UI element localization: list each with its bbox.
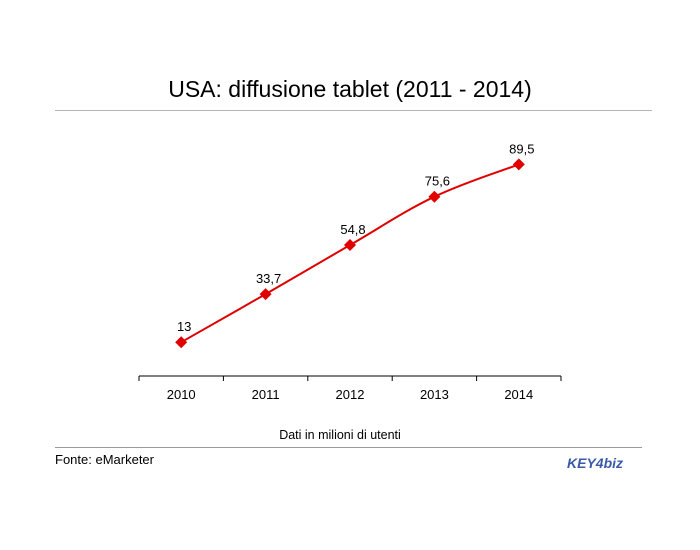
x-tick-label: 2010 xyxy=(167,387,196,402)
footer-divider xyxy=(55,447,642,448)
x-tick-label: 2011 xyxy=(252,387,280,402)
data-point-marker xyxy=(428,190,441,203)
data-point-marker xyxy=(344,239,356,252)
data-point-marker xyxy=(175,336,188,349)
data-point-marker xyxy=(512,158,525,171)
x-axis-label: Dati in milioni di utenti xyxy=(279,428,401,442)
logo-text: KEY4biz xyxy=(567,455,623,471)
source-note: Fonte: eMarketer xyxy=(55,452,154,467)
data-label: 54,8 xyxy=(340,222,365,237)
data-label: 89,5 xyxy=(509,141,534,156)
data-label: 33,7 xyxy=(256,271,281,286)
x-tick-label: 2012 xyxy=(336,387,365,402)
line-chart: 2010 2011 2012 2013 2014 13 33,7 54,8 75,6 89,5 xyxy=(138,141,562,402)
data-label: 75,6 xyxy=(425,174,450,189)
chart-title: USA: diffusione tablet (2011 - 2014) xyxy=(168,76,532,102)
data-label: 13 xyxy=(177,319,191,334)
title-divider xyxy=(55,110,652,111)
x-axis: 2010 2011 2012 2013 2014 xyxy=(138,375,562,402)
series-line xyxy=(180,163,520,344)
data-point-marker xyxy=(259,288,272,301)
data-points: 13 33,7 54,8 75,6 89,5 xyxy=(175,141,534,349)
key4biz-logo: KEY4biz xyxy=(567,455,623,471)
x-tick-label: 2014 xyxy=(504,387,533,402)
x-tick-label: 2013 xyxy=(420,387,449,402)
